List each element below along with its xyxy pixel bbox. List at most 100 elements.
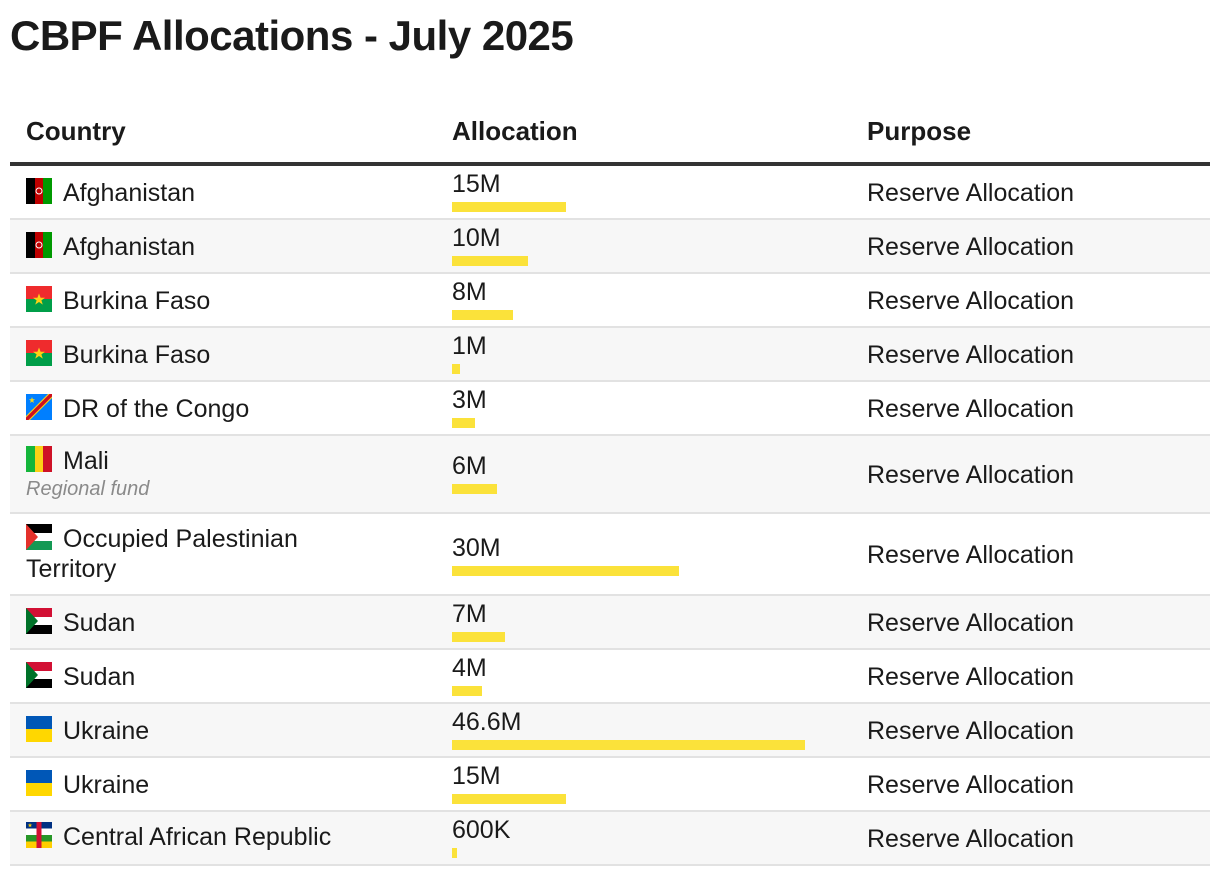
country-name: Afghanistan — [63, 179, 196, 207]
allocation-bar — [452, 256, 528, 266]
header-purpose: Purpose — [867, 116, 972, 146]
sudan-flag-icon — [26, 662, 52, 688]
allocation-bar — [452, 484, 497, 494]
table-row: Occupied Palestinian Territory 30M Reserve… — [10, 514, 1210, 596]
data-label: 4M — [452, 654, 487, 682]
burkina-faso-flag-icon — [26, 286, 52, 312]
data-label: 15M — [452, 762, 501, 790]
allocation-cell: 7M — [452, 600, 852, 642]
table-row: Ukraine 15M Reserve Allocation — [10, 758, 1210, 812]
country-name: Afghanistan — [63, 233, 196, 261]
country-name: Sudan — [63, 663, 136, 691]
country-cell: Afghanistan — [26, 178, 336, 208]
allocation-cell: 8M — [452, 278, 852, 320]
table-row: Sudan 4M Reserve Allocation — [10, 650, 1210, 704]
purpose-cell: Reserve Allocation — [867, 341, 1075, 369]
allocation-bar — [452, 364, 460, 374]
purpose-cell: Reserve Allocation — [867, 609, 1075, 637]
purpose-cell: Reserve Allocation — [867, 541, 1075, 569]
data-label: 3M — [452, 386, 487, 414]
car-flag-icon — [26, 822, 52, 848]
country-name: Occupied Palestinian Territory — [26, 525, 298, 583]
allocation-bar — [452, 202, 566, 212]
purpose-cell: Reserve Allocation — [867, 663, 1075, 691]
table-row: Mali Regional fund 6M Reserve Allocation — [10, 436, 1210, 514]
allocation-bar — [452, 566, 679, 576]
allocation-cell: 3M — [452, 386, 852, 428]
data-label: 8M — [452, 278, 487, 306]
header-allocation: Allocation — [452, 116, 578, 146]
purpose-cell: Reserve Allocation — [867, 717, 1075, 745]
ukraine-flag-icon — [26, 770, 52, 796]
burkina-faso-flag-icon — [26, 340, 52, 366]
purpose-cell: Reserve Allocation — [867, 461, 1075, 489]
purpose-cell: Reserve Allocation — [867, 825, 1075, 853]
country-name: Burkina Faso — [63, 341, 211, 369]
allocation-cell: 4M — [452, 654, 852, 696]
afghanistan-flag-icon — [26, 178, 52, 204]
allocation-cell: 46.6M — [452, 708, 852, 750]
allocation-bar — [452, 794, 566, 804]
country-note: Regional fund — [26, 478, 150, 500]
data-label: 1M — [452, 332, 487, 360]
table-row: Burkina Faso 1M Reserve Allocation — [10, 328, 1210, 382]
allocation-cell: 6M — [452, 452, 852, 494]
table-row: Ukraine 46.6M Reserve Allocation — [10, 704, 1210, 758]
country-cell: Mali Regional fund — [26, 446, 336, 502]
country-name: Ukraine — [63, 771, 150, 799]
ukraine-flag-icon — [26, 716, 52, 742]
purpose-cell: Reserve Allocation — [867, 287, 1075, 315]
country-name: DR of the Congo — [63, 395, 250, 423]
purpose-cell: Reserve Allocation — [867, 233, 1075, 261]
table-body: Afghanistan 15M Reserve Allocation Afghanis… — [10, 166, 1210, 866]
country-cell: Afghanistan — [26, 232, 336, 262]
allocation-bar — [452, 632, 505, 642]
country-name: Burkina Faso — [63, 287, 211, 315]
mali-flag-icon — [26, 446, 52, 472]
data-label: 15M — [452, 170, 501, 198]
allocation-cell: 15M — [452, 170, 852, 212]
data-label: 10M — [452, 224, 501, 252]
allocation-bar — [452, 740, 805, 750]
allocation-bar — [452, 686, 482, 696]
sudan-flag-icon — [26, 608, 52, 634]
purpose-cell: Reserve Allocation — [867, 395, 1075, 423]
country-cell: Sudan — [26, 608, 336, 638]
data-label: 7M — [452, 600, 487, 628]
table-row: Afghanistan 10M Reserve Allocation — [10, 220, 1210, 274]
country-name: Sudan — [63, 609, 136, 637]
country-cell: Central African Republic — [26, 822, 336, 852]
purpose-cell: Reserve Allocation — [867, 179, 1075, 207]
table-row: Afghanistan 15M Reserve Allocation — [10, 166, 1210, 220]
allocation-cell: 600K — [452, 816, 852, 858]
data-label: 30M — [452, 534, 501, 562]
afghanistan-flag-icon — [26, 232, 52, 258]
allocations-table: Country Allocation Purpose Afghanistan 15… — [10, 102, 1210, 866]
allocation-cell: 10M — [452, 224, 852, 266]
table-row: DR of the Congo 3M Reserve Allocation — [10, 382, 1210, 436]
country-cell: Burkina Faso — [26, 340, 336, 370]
allocation-bar — [452, 310, 513, 320]
table-row: Sudan 7M Reserve Allocation — [10, 596, 1210, 650]
palestine-flag-icon — [26, 524, 52, 550]
allocation-bar — [452, 418, 475, 428]
table-header: Country Allocation Purpose — [10, 102, 1210, 166]
drc-flag-icon — [26, 394, 52, 420]
header-country: Country — [26, 116, 126, 146]
country-cell: Sudan — [26, 662, 336, 692]
country-cell: Occupied Palestinian Territory — [26, 524, 336, 584]
country-name: Central African Republic — [63, 823, 332, 851]
allocation-bar — [452, 848, 457, 858]
allocation-cell: 30M — [452, 534, 852, 576]
country-cell: Ukraine — [26, 716, 336, 746]
table-row: Burkina Faso 8M Reserve Allocation — [10, 274, 1210, 328]
table-row: Central African Republic 600K Reserve Allo… — [10, 812, 1210, 866]
country-cell: DR of the Congo — [26, 394, 336, 424]
data-label: 46.6M — [452, 708, 522, 736]
country-name: Ukraine — [63, 717, 150, 745]
country-name: Mali — [63, 447, 109, 475]
country-cell: Ukraine — [26, 770, 336, 800]
country-cell: Burkina Faso — [26, 286, 336, 316]
allocation-cell: 1M — [452, 332, 852, 374]
data-label: 600K — [452, 816, 511, 844]
